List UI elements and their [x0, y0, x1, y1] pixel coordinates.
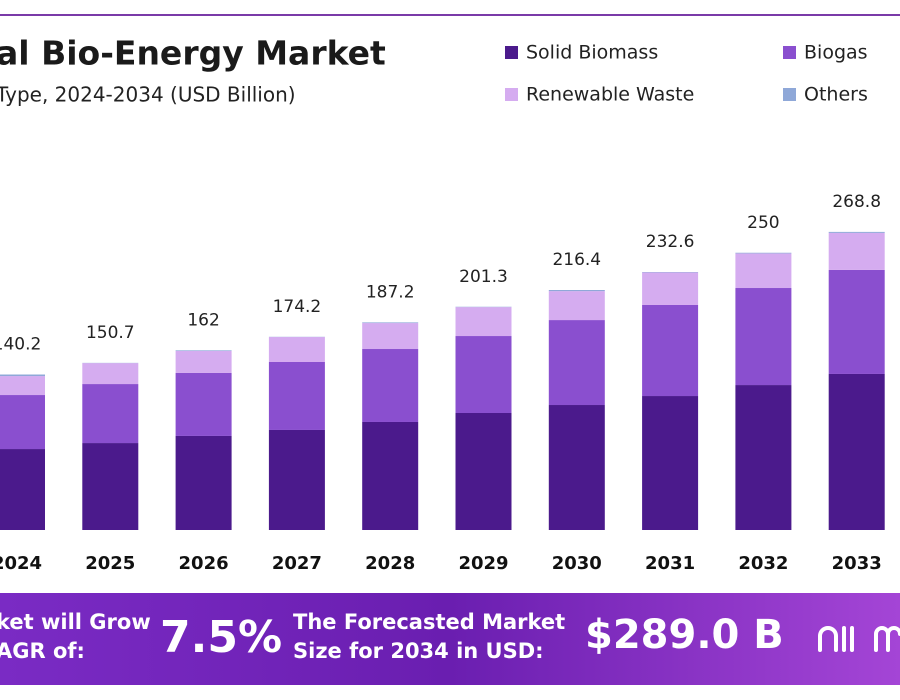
bar-segment	[82, 384, 139, 444]
banner-text: ket will Grow	[0, 610, 151, 634]
bar-segment	[175, 351, 232, 373]
x-tick-label: 2025	[85, 553, 135, 574]
bar-segment	[642, 304, 699, 397]
chart-title: al Bio-Energy Market	[0, 34, 386, 73]
banner	[0, 593, 900, 685]
bar-segment	[548, 291, 605, 321]
bar-segment	[828, 373, 885, 530]
forecast-value: $289.0 B	[585, 612, 784, 658]
legend-label: Renewable Waste	[526, 84, 694, 106]
bar-segment	[362, 322, 419, 324]
legend-swatch	[783, 88, 796, 101]
cagr-value: 7.5%	[160, 612, 282, 663]
banner-text: AGR of:	[0, 639, 85, 663]
bar-segment	[548, 290, 605, 292]
total-label: 140.2	[0, 335, 41, 355]
legend-swatch	[505, 46, 518, 59]
bar-segment	[268, 361, 325, 430]
total-label: 174.2	[273, 297, 322, 317]
x-tick-label: 2029	[458, 553, 508, 574]
bar-segment	[362, 323, 419, 350]
bar-segment	[268, 337, 325, 362]
bar-segment	[828, 231, 885, 233]
bar-segment	[548, 320, 605, 406]
legend-swatch	[783, 46, 796, 59]
total-label: 187.2	[366, 282, 415, 302]
bar-segment	[735, 385, 792, 530]
bar-segment	[735, 252, 792, 254]
total-label: 201.3	[459, 267, 508, 287]
x-tick-label: 2024	[0, 553, 42, 574]
total-label: 216.4	[552, 250, 601, 270]
bar-segment	[175, 350, 232, 352]
total-label: 268.8	[832, 192, 881, 212]
bar-segment	[0, 449, 45, 530]
bar-segment	[642, 272, 699, 305]
total-label: 250	[747, 213, 779, 233]
bar-segment	[642, 396, 699, 530]
x-tick-label: 2033	[832, 553, 882, 574]
banner-text: The Forecasted Market	[293, 610, 565, 634]
bar-segment	[82, 363, 139, 385]
bar-segment	[82, 443, 139, 530]
bar-segment	[268, 429, 325, 530]
logo-mark	[818, 626, 854, 652]
bar-segment	[362, 349, 419, 422]
banner-text: Size for 2034 in USD:	[293, 639, 544, 663]
chart-subtitle: Type, 2024-2034 (USD Billion)	[0, 83, 296, 107]
total-label: 150.7	[86, 323, 135, 343]
bar-segment	[455, 307, 512, 337]
bar-segment	[735, 253, 792, 289]
legend-label: Biogas	[804, 42, 868, 64]
bar-segment	[455, 413, 512, 530]
bar-segment	[0, 395, 45, 450]
x-tick-label: 2030	[552, 553, 602, 574]
bar-segment	[175, 435, 232, 530]
bar-segment	[828, 232, 885, 270]
bar-segment	[362, 421, 419, 530]
x-tick-label: 2028	[365, 553, 415, 574]
bar-segment	[455, 336, 512, 414]
bar-segment	[0, 376, 45, 396]
bar-segment	[0, 374, 45, 377]
total-label: 232.6	[646, 232, 695, 252]
legend-swatch	[505, 88, 518, 101]
legend-label: Solid Biomass	[526, 42, 658, 64]
total-label: 162	[187, 310, 219, 330]
x-tick-label: 2032	[738, 553, 788, 574]
x-tick-label: 2027	[272, 553, 322, 574]
bar-segment	[735, 288, 792, 386]
x-tick-label: 2026	[179, 553, 229, 574]
bar-segment	[548, 405, 605, 530]
bar-segment	[828, 269, 885, 374]
bar-segment	[175, 372, 232, 436]
legend-label: Others	[804, 84, 868, 106]
x-tick-label: 2031	[645, 553, 695, 574]
